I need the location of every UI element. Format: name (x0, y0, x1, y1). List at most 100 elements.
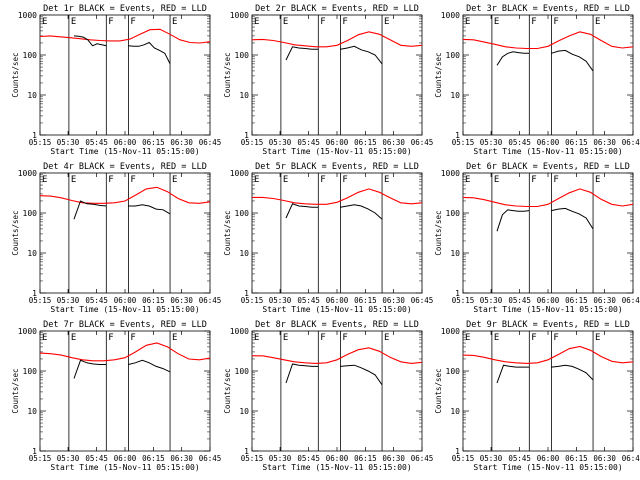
y-tick-label: 1000 (18, 327, 37, 336)
plot-frame (462, 172, 634, 294)
corner-marker-label: E (465, 17, 470, 27)
y-tick-label: 1 (32, 131, 37, 140)
x-tick-label: 06:45 (622, 138, 640, 147)
time-marker-label: E (172, 17, 177, 27)
x-tick-label: 05:30 (57, 454, 80, 463)
y-tick-label: 10 (27, 249, 37, 258)
y-tick-label: 10 (27, 407, 37, 416)
corner-marker-label: E (42, 175, 47, 185)
x-tick-label: 06:15 (354, 454, 377, 463)
y-axis-label: Counts/sec (11, 210, 20, 255)
x-tick-label: 06:45 (199, 296, 222, 305)
y-tick-label: 10 (450, 91, 460, 100)
y-tick-label: 10 (239, 249, 249, 258)
lld-series-line (39, 342, 211, 362)
time-marker-label: F (130, 17, 135, 27)
time-marker-label: E (595, 17, 600, 27)
x-tick-label: 06:15 (354, 296, 377, 305)
time-marker-label: F (342, 175, 347, 185)
x-tick-label: 05:15 (452, 138, 475, 147)
y-tick-label: 1000 (18, 169, 37, 178)
detector-panel: Det 9r BLACK = Events, RED = LLD 1 10 100 10… (434, 320, 640, 472)
y-tick-label: 1000 (230, 327, 249, 336)
events-series-line (285, 46, 319, 61)
y-tick-label: 1 (244, 131, 249, 140)
x-tick-label: 05:30 (480, 454, 503, 463)
x-tick-label: 05:15 (241, 296, 264, 305)
time-marker-label: F (130, 175, 135, 185)
lld-series-line (252, 188, 423, 205)
y-axis-label: Counts/sec (434, 368, 443, 413)
panel-title: Det 2r BLACK = Events, RED = LLD (255, 4, 419, 14)
y-axis-label: Counts/sec (223, 368, 232, 413)
plot-frame (462, 330, 634, 452)
x-tick-label: 05:45 (508, 296, 531, 305)
time-marker-label: E (283, 175, 288, 185)
x-tick-label: 05:15 (29, 454, 52, 463)
plot-frame (251, 14, 423, 136)
detector-panel: Det 8r BLACK = Events, RED = LLD 1 10 100 10… (223, 320, 433, 472)
plot-frame (251, 330, 423, 452)
y-tick-label: 1 (244, 289, 249, 298)
panel-title: Det 3r BLACK = Events, RED = LLD (466, 4, 630, 14)
panel-title: Det 9r BLACK = Events, RED = LLD (466, 320, 630, 330)
x-tick-label: 06:00 (537, 454, 560, 463)
x-tick-label: 06:45 (199, 138, 222, 147)
x-tick-label: 05:45 (297, 296, 320, 305)
time-marker-label: E (384, 17, 389, 27)
x-tick-label: 05:30 (480, 138, 503, 147)
y-tick-label: 1 (244, 447, 249, 456)
y-tick-label: 1 (32, 447, 37, 456)
x-tick-label: 05:30 (269, 454, 292, 463)
time-marker-label: E (595, 175, 600, 185)
events-series-line (340, 204, 383, 220)
y-tick-label: 1000 (18, 11, 37, 20)
lld-series-line (462, 31, 634, 50)
x-tick-label: 05:30 (57, 138, 80, 147)
x-axis-label: Start Time (15-Nov-11 05:15:00) (50, 305, 199, 314)
time-marker-label: F (553, 175, 558, 185)
x-tick-label: 06:30 (170, 138, 193, 147)
y-axis-label: Counts/sec (434, 210, 443, 255)
y-tick-label: 1 (455, 289, 460, 298)
y-axis-label: Counts/sec (223, 210, 232, 255)
lld-series-line (252, 347, 423, 364)
plot-frame (462, 14, 634, 136)
x-tick-label: 06:15 (565, 296, 588, 305)
time-marker-label: E (71, 175, 76, 185)
x-tick-label: 05:15 (452, 296, 475, 305)
x-tick-label: 06:15 (142, 138, 165, 147)
y-tick-label: 10 (27, 91, 37, 100)
time-marker-label: E (384, 333, 389, 343)
events-series-line (340, 364, 383, 386)
plot-frame (251, 172, 423, 294)
x-tick-label: 06:30 (382, 138, 405, 147)
lld-series-line (251, 31, 423, 48)
y-tick-label: 100 (23, 367, 38, 376)
x-tick-label: 05:15 (241, 454, 264, 463)
x-tick-label: 06:00 (326, 138, 349, 147)
events-series-line (128, 41, 171, 65)
panel-title: Det 6r BLACK = Events, RED = LLD (466, 162, 630, 172)
x-tick-label: 06:45 (411, 296, 434, 305)
y-tick-label: 10 (239, 91, 249, 100)
time-marker-label: E (494, 175, 499, 185)
x-tick-label: 06:30 (382, 296, 405, 305)
x-tick-label: 05:30 (480, 296, 503, 305)
y-tick-label: 100 (235, 51, 250, 60)
x-axis-label: Start Time (15-Nov-11 05:15:00) (473, 463, 622, 472)
events-series-line (128, 204, 171, 215)
time-marker-label: E (71, 333, 76, 343)
x-tick-label: 06:45 (622, 296, 640, 305)
y-tick-label: 100 (446, 51, 461, 60)
corner-marker-label: E (254, 175, 259, 185)
x-tick-label: 06:00 (537, 296, 560, 305)
x-tick-label: 06:00 (114, 138, 137, 147)
x-tick-label: 05:45 (297, 138, 320, 147)
time-marker-label: F (320, 17, 325, 27)
corner-marker-label: E (465, 175, 470, 185)
y-tick-label: 1 (32, 289, 37, 298)
time-marker-label: F (130, 333, 135, 343)
x-axis-label: Start Time (15-Nov-11 05:15:00) (50, 147, 199, 156)
